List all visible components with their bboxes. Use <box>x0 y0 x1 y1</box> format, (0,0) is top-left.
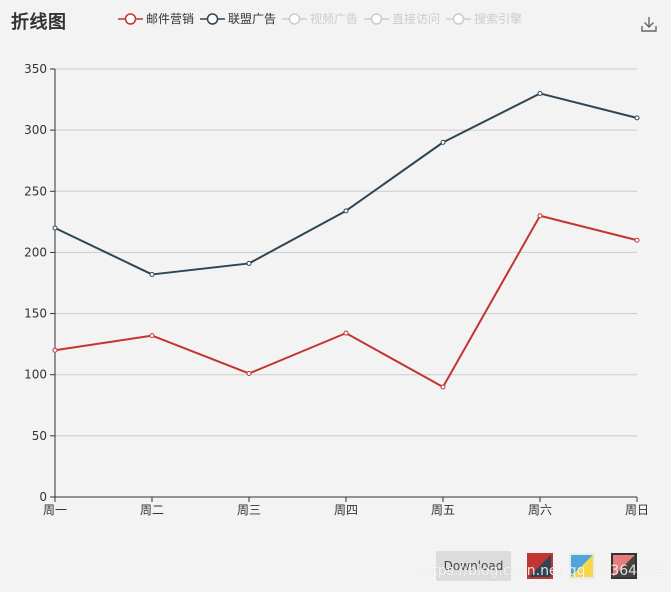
y-tick-label: 50 <box>32 429 47 443</box>
data-point <box>440 139 446 145</box>
data-point <box>246 370 252 376</box>
y-tick-label: 350 <box>24 62 47 76</box>
x-tick-label: 周三 <box>237 503 261 517</box>
legend-label: 直接访问 <box>392 12 441 26</box>
y-tick-label: 150 <box>24 307 47 321</box>
y-tick-label: 100 <box>24 368 47 382</box>
legend-marker-icon <box>446 12 472 25</box>
download-icon[interactable] <box>640 15 658 37</box>
theme-swatch-red-dark[interactable] <box>527 553 553 579</box>
x-tick-label: 周二 <box>140 503 164 517</box>
data-point <box>149 333 155 339</box>
data-point <box>52 225 58 231</box>
download-button[interactable]: Download <box>436 551 511 581</box>
y-tick-label: 250 <box>24 184 47 198</box>
legend-label: 邮件营销 <box>146 12 195 26</box>
data-point <box>634 115 640 121</box>
line-chart: 0 50 100 150 200 250 300 350 周一 周二 周三 周四 周五 周六 周日 <box>24 62 649 517</box>
x-tick-label: 周日 <box>625 503 649 517</box>
bottom-toolbar: Download <box>436 551 637 581</box>
data-point <box>149 271 155 277</box>
legend-marker-icon <box>282 12 308 25</box>
x-tick-label: 周六 <box>528 503 552 517</box>
y-tick-label: 300 <box>24 123 47 137</box>
y-tick-label: 0 <box>39 490 47 504</box>
series-line <box>54 92 638 276</box>
legend-item[interactable]: 搜索引擎 <box>446 10 522 27</box>
x-tick-label: 周五 <box>431 503 455 517</box>
y-tick-label: 200 <box>24 245 47 259</box>
legend-label: 联盟广告 <box>228 12 277 26</box>
x-tick-label: 周一 <box>43 503 67 517</box>
chart-title: 折线图 <box>11 12 67 33</box>
series-line <box>54 214 638 388</box>
data-point <box>246 260 252 266</box>
data-point <box>537 90 543 96</box>
theme-swatch-blue-yellow[interactable] <box>569 553 595 579</box>
legend-marker-icon <box>364 12 390 25</box>
legend-label: 视频广告 <box>310 12 359 26</box>
data-point <box>440 384 446 390</box>
data-point <box>634 237 640 243</box>
legend-marker-icon <box>200 12 226 25</box>
legend-item[interactable]: 直接访问 <box>364 10 440 27</box>
legend: 邮件营销 联盟广告 视频广告 直接访问 搜索引擎 <box>118 10 522 27</box>
legend-item[interactable]: 视频广告 <box>282 10 358 27</box>
legend-item[interactable]: 邮件营销 <box>118 10 194 27</box>
legend-label: 搜索引擎 <box>474 12 523 26</box>
data-point <box>52 347 58 353</box>
x-tick-label: 周四 <box>334 503 358 517</box>
theme-swatch-pink-dark[interactable] <box>611 553 637 579</box>
data-point <box>537 213 543 219</box>
data-point <box>343 330 349 336</box>
legend-item[interactable]: 联盟广告 <box>200 10 276 27</box>
data-point <box>343 208 349 214</box>
legend-marker-icon <box>118 12 143 25</box>
